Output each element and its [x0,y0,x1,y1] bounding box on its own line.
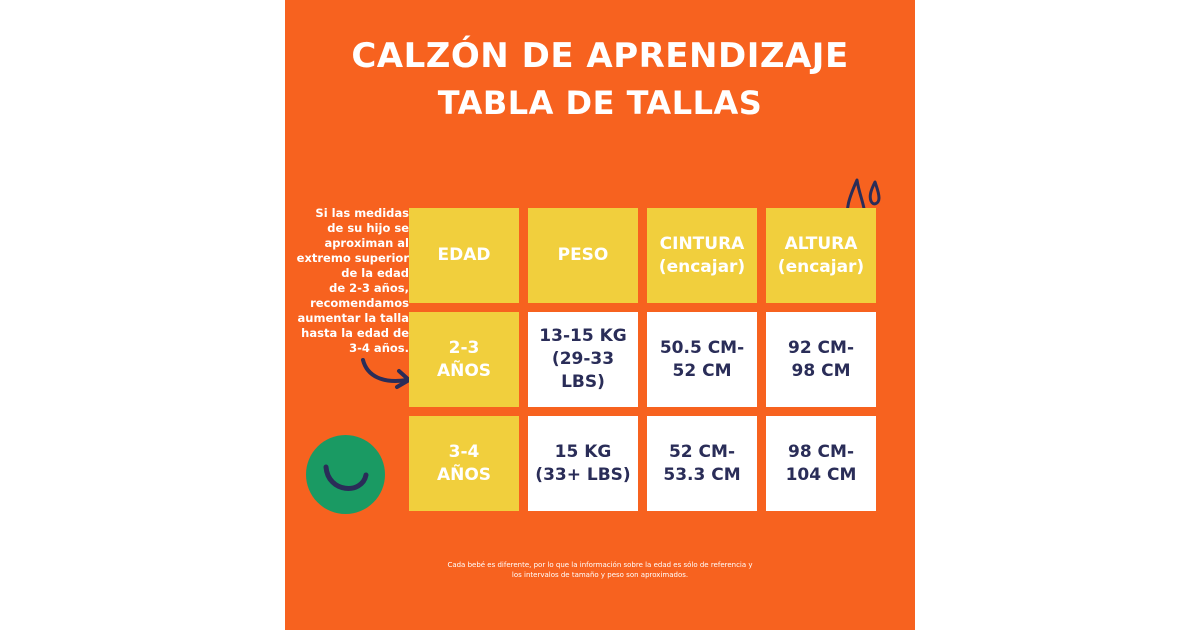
age-cell: 2-3 AÑOS [409,312,519,407]
weight-cell: 13-15 KG (29-33 LBS) [528,312,638,407]
sizing-advice-note: Si las medidas de su hijo se aproximan a… [296,206,409,355]
weight-cell: 15 KG (33+ LBS) [528,416,638,511]
page-subtitle: TABLA DE TALLAS [437,84,763,122]
smile-circle-icon [306,435,385,514]
waist-cell: 52 CM- 53.3 CM [647,416,757,511]
header-cell-peso: PESO [528,208,638,303]
waist-cell: 50.5 CM- 52 CM [647,312,757,407]
header-cell-edad: EDAD [409,208,519,303]
page-title: CALZÓN DE APRENDIZAJE [351,36,849,76]
disclaimer-footnote: Cada bebé es diferente, por lo que la in… [447,561,753,579]
height-cell: 98 CM- 104 CM [766,416,876,511]
size-chart-panel: CALZÓN DE APRENDIZAJE TABLA DE TALLAS Si… [285,0,915,630]
age-cell: 3-4 AÑOS [409,416,519,511]
header-cell-cintura: CINTURA (encajar) [647,208,757,303]
header-cell-altura: ALTURA (encajar) [766,208,876,303]
height-cell: 92 CM- 98 CM [766,312,876,407]
